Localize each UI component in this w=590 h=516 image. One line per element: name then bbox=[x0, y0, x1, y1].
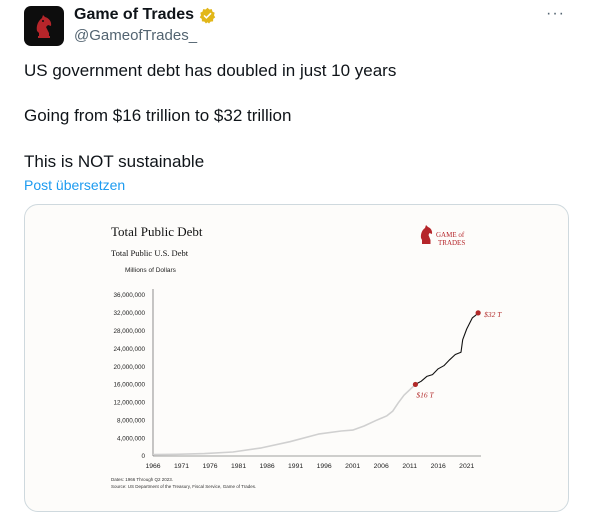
chart-axes: 0 4,000,000 8,000,000 12,000,000 16,000,000 2… bbox=[113, 289, 481, 470]
game-of-trades-logo: GAME of TRADES bbox=[420, 225, 465, 247]
chart-title: Total Public Debt bbox=[111, 224, 203, 239]
chart-footnote-source: Source: US Department of the Treasury, F… bbox=[111, 484, 256, 489]
tweet-text-line-1: US government debt has doubled in just 1… bbox=[24, 61, 397, 80]
y-tick-label: 0 bbox=[141, 453, 145, 460]
chart-subtitle: Total Public U.S. Debt bbox=[111, 248, 189, 258]
logo-text-line-2: TRADES bbox=[438, 239, 465, 247]
y-axis-label: Millions of Dollars bbox=[125, 267, 177, 274]
y-tick-label: 24,000,000 bbox=[113, 346, 145, 353]
tweet-text-line-2: Going from $16 trillion to $32 trillion bbox=[24, 106, 292, 125]
y-tick-label: 32,000,000 bbox=[113, 310, 145, 317]
y-tick-label: 20,000,000 bbox=[113, 364, 145, 371]
display-name[interactable]: Game of Trades bbox=[74, 6, 195, 23]
more-options-icon[interactable]: ··· bbox=[546, 5, 565, 22]
avatar[interactable] bbox=[24, 6, 64, 46]
tweet-text-line-3: This is NOT sustainable bbox=[24, 152, 205, 171]
handle[interactable]: @GameofTrades_ bbox=[74, 27, 198, 44]
x-tick-label: 1966 bbox=[145, 463, 160, 470]
x-tick-label: 1991 bbox=[288, 463, 303, 470]
data-label: $32 T bbox=[484, 310, 502, 319]
x-tick-label: 2021 bbox=[459, 463, 474, 470]
x-tick-label: 1996 bbox=[317, 463, 332, 470]
y-tick-label: 4,000,000 bbox=[117, 435, 146, 442]
x-tick-label: 1981 bbox=[231, 463, 246, 470]
series-line-2012-2023 bbox=[415, 312, 479, 385]
y-tick-label: 8,000,000 bbox=[117, 417, 146, 424]
chart-footnote-dates: Dates: 1966 Through Q2 2023. bbox=[111, 477, 173, 482]
verified-badge-icon bbox=[199, 7, 216, 24]
series-line-1966-2012 bbox=[152, 383, 416, 456]
display-name-row[interactable]: Game of Trades bbox=[74, 6, 216, 24]
x-tick-label: 1986 bbox=[260, 463, 275, 470]
y-tick-label: 12,000,000 bbox=[113, 400, 145, 407]
y-tick-label: 16,000,000 bbox=[113, 382, 145, 389]
data-point-marker bbox=[412, 381, 418, 388]
logo-text-line-1: GAME of bbox=[436, 231, 465, 239]
knight-logo-icon bbox=[36, 15, 52, 38]
x-tick-label: 1971 bbox=[174, 463, 189, 470]
data-label: $16 T bbox=[416, 390, 434, 399]
x-tick-label: 2011 bbox=[402, 463, 417, 470]
x-tick-label: 1976 bbox=[202, 463, 217, 470]
x-tick-label: 2001 bbox=[345, 463, 360, 470]
x-tick-label: 2016 bbox=[431, 463, 446, 470]
debt-line-chart: Total Public Debt Total Public U.S. Debt… bbox=[111, 224, 502, 489]
translate-post-link[interactable]: Post übersetzen bbox=[24, 177, 126, 193]
chart-plot-area: $16 T $32 T bbox=[152, 310, 502, 456]
y-tick-label: 36,000,000 bbox=[113, 292, 145, 299]
y-tick-label: 28,000,000 bbox=[113, 328, 145, 335]
data-point-marker bbox=[475, 310, 481, 316]
chart-image-card[interactable]: Total Public Debt Total Public U.S. Debt… bbox=[24, 204, 569, 512]
x-tick-label: 2006 bbox=[374, 463, 389, 470]
